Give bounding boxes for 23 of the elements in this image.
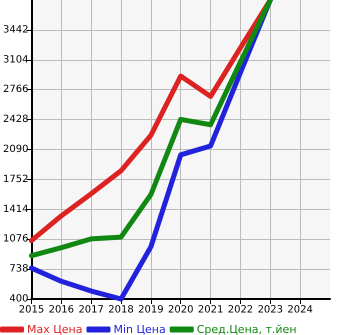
x-tick-label: 2021 (198, 304, 224, 316)
y-tick-label: 3442 (2, 24, 28, 36)
y-tick-label: 1076 (2, 234, 28, 245)
x-tick-label: 2016 (48, 304, 74, 316)
y-tick-label: 1752 (2, 174, 28, 185)
legend-label: Max Цена (27, 323, 82, 335)
x-tick-label: 2015 (18, 304, 44, 316)
y-tick-label: 738 (9, 264, 28, 275)
y-tick-label: 3104 (2, 54, 28, 66)
y-tick-label: 2766 (2, 84, 28, 96)
y-tick-label: 2428 (2, 114, 28, 126)
legend-label: Сред.Цена, т.йен (196, 323, 297, 335)
x-tick-label: 2020 (168, 304, 194, 316)
x-tick-label: 2024 (287, 304, 313, 316)
x-tick-label: 2017 (78, 304, 104, 316)
x-tick-label: 2022 (228, 304, 254, 316)
y-tick-label: 400 (9, 294, 28, 304)
x-tick-label: 2023 (258, 304, 284, 316)
x-tick-label: 2018 (108, 304, 134, 316)
legend-label: Min Цена (113, 323, 166, 335)
x-tick-label: 2019 (138, 304, 164, 316)
y-tick-label: 2090 (2, 144, 28, 155)
y-tick-label: 1414 (2, 204, 28, 215)
